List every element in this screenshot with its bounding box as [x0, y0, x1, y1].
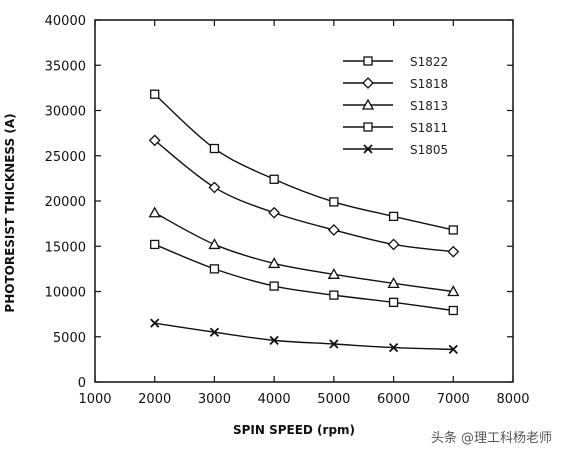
series-s1805	[150, 318, 458, 355]
watermark-text: 头条 @理工科杨老师	[431, 430, 552, 446]
x-marker-stroke	[209, 327, 220, 337]
legend-marker	[361, 98, 375, 110]
x-tick-label: 1000	[78, 392, 111, 407]
legend-marker	[362, 77, 374, 89]
data-point-s1822	[269, 174, 279, 184]
x-marker-stroke	[448, 344, 458, 355]
series-layer	[148, 89, 460, 355]
legend-item-s1813: S1813	[343, 98, 448, 113]
data-point-s1813	[148, 206, 161, 218]
data-point-s1822	[388, 211, 399, 222]
y-tick-label: 15000	[45, 240, 86, 255]
data-point-s1805	[269, 335, 279, 346]
x-tick-label: 3000	[198, 392, 231, 407]
y-tick-label: 35000	[45, 59, 86, 74]
y-tick-label: 10000	[45, 286, 86, 301]
x-marker-stroke	[363, 144, 373, 154]
legend-label: S1822	[410, 55, 448, 69]
legend-label: S1813	[410, 99, 448, 113]
data-point-s1818	[208, 181, 221, 194]
series-s1813	[148, 206, 460, 297]
series-line-s1811	[154, 243, 454, 312]
legend-item-s1811: S1811	[343, 121, 448, 135]
data-point-s1813	[208, 238, 221, 250]
plot-area	[94, 19, 514, 383]
data-point-s1805	[209, 327, 220, 337]
x-tick-label: 2000	[138, 392, 171, 407]
x-marker-stroke	[269, 335, 279, 346]
legend-label: S1811	[410, 121, 448, 135]
data-point-s1811	[329, 290, 339, 300]
legend-item-s1818: S1818	[343, 77, 448, 91]
data-point-s1811	[388, 297, 399, 308]
legend-label: S1805	[410, 143, 448, 157]
plot-frame	[94, 19, 514, 383]
y-tick-label: 40000	[45, 14, 86, 29]
data-point-s1822	[329, 197, 339, 207]
series-s1822	[150, 89, 458, 235]
data-point-s1805	[448, 344, 458, 355]
x-tick-label: 4000	[258, 392, 291, 407]
legend: S1822 S1818 S1813 S1811 S1805	[343, 55, 448, 157]
x-tick-label: 6000	[377, 392, 410, 407]
x-axis: 1000 2000 3000 4000 5000 6000 7000 8000	[78, 20, 530, 407]
data-point-s1818	[327, 224, 340, 236]
y-tick-label: 0	[78, 376, 86, 391]
data-point-s1822	[150, 89, 160, 99]
data-point-s1811	[209, 264, 220, 274]
x-axis-title: SPIN SPEED (rpm)	[233, 423, 355, 437]
data-point-s1813	[447, 285, 460, 297]
series-line-s1822	[154, 93, 454, 231]
data-point-s1805	[150, 318, 160, 328]
legend-marker	[363, 56, 373, 66]
data-point-s1811	[448, 305, 458, 316]
data-point-s1811	[150, 239, 160, 250]
y-tick-label: 5000	[53, 331, 86, 346]
legend-item-s1822: S1822	[343, 55, 448, 69]
x-tick-label: 7000	[437, 392, 470, 407]
data-point-s1818	[447, 245, 460, 258]
data-point-s1811	[269, 281, 279, 291]
x-marker-stroke	[150, 318, 160, 328]
legend-label: S1818	[410, 77, 448, 91]
data-point-s1805	[329, 339, 339, 349]
data-point-s1813	[327, 267, 340, 279]
data-point-s1818	[387, 238, 400, 251]
y-tick-label: 25000	[45, 150, 86, 165]
series-s1811	[150, 239, 458, 316]
y-tick-label: 30000	[45, 105, 86, 120]
data-point-s1805	[388, 342, 399, 353]
x-tick-label: 5000	[317, 392, 350, 407]
data-point-s1822	[209, 143, 220, 154]
data-point-s1813	[268, 257, 281, 269]
y-tick-label: 20000	[45, 195, 86, 210]
series-line-s1818	[154, 139, 454, 253]
series-line-s1813	[154, 212, 454, 293]
series-s1818	[148, 134, 460, 258]
x-marker-stroke	[329, 339, 339, 349]
y-axis: 0 5000 10000 15000 20000 25000 30000 35000 40000	[45, 14, 513, 391]
legend-marker	[363, 144, 373, 154]
series-line-s1805	[154, 322, 454, 351]
data-point-s1818	[148, 134, 161, 147]
y-axis-title: PHOTORESIST THICKNESS (A)	[3, 113, 17, 312]
data-point-s1818	[268, 206, 281, 219]
x-marker-stroke	[388, 342, 399, 353]
data-point-s1813	[387, 277, 400, 289]
legend-marker	[363, 122, 373, 132]
data-point-s1822	[448, 225, 458, 235]
legend-item-s1805: S1805	[343, 143, 448, 157]
x-tick-label: 8000	[496, 392, 529, 407]
